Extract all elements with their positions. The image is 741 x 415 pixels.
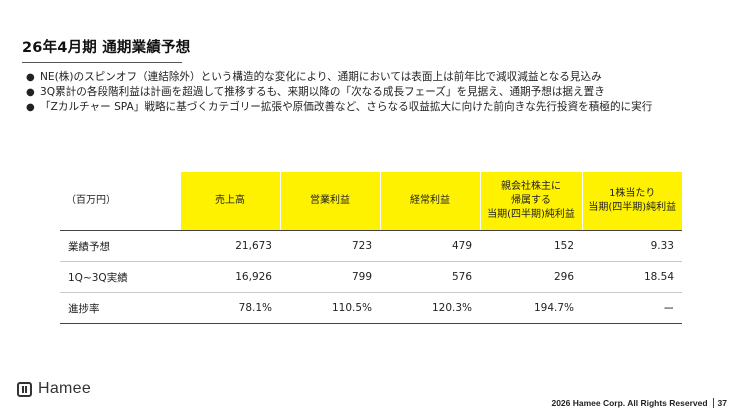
- hamee-logo-icon: [17, 381, 32, 397]
- footer-divider: [712, 398, 714, 408]
- bullet-text: NE(株)のスピンオフ（連結除外）という構造的な変化により、通期においては表面上…: [40, 71, 602, 83]
- forecast-table-container: （百万円） 売上高 営業利益 経常利益 親会社株主に 帰属する 当期(四半期)純…: [60, 172, 682, 324]
- bullet-marker: ●: [26, 87, 35, 98]
- page-number: 37: [717, 398, 727, 408]
- header-line: 売上高: [215, 195, 245, 206]
- table-cell: 110.5%: [280, 292, 380, 324]
- bullet-text: 「Zカルチャー SPA」戦略に基づくカテゴリー拡張や原価改善など、さらなる収益拡…: [40, 101, 653, 113]
- page-title: 26年4月期 通期業績予想: [22, 40, 191, 56]
- header-line: 帰属する: [511, 195, 551, 206]
- table-row: 進捗率 78.1% 110.5% 120.3% 194.7% ー: [60, 292, 682, 324]
- unit-label: （百万円）: [60, 172, 180, 231]
- bullet-item: ● 「Zカルチャー SPA」戦略に基づくカテゴリー拡張や原価改善など、さらなる収…: [26, 100, 652, 115]
- bullet-list: ● NE(株)のスピンオフ（連結除外）という構造的な変化により、通期においては表…: [26, 70, 652, 115]
- bullet-marker: ●: [26, 102, 35, 113]
- table-cell: 16,926: [180, 261, 280, 293]
- header-line: 当期(四半期)純利益: [487, 209, 575, 220]
- header-eps: 1株当たり 当期(四半期)純利益: [581, 172, 682, 231]
- header-net-income: 親会社株主に 帰属する 当期(四半期)純利益: [479, 172, 582, 231]
- table-cell: 479: [380, 230, 480, 262]
- table-cell: 21,673: [180, 230, 280, 262]
- bullet-item: ● 3Q累計の各段階利益は計画を超過して推移するも、来期以降の「次なる成長フェー…: [26, 85, 652, 100]
- forecast-table: （百万円） 売上高 営業利益 経常利益 親会社株主に 帰属する 当期(四半期)純…: [60, 172, 682, 324]
- header-net-sales: 売上高: [179, 172, 280, 231]
- table-cell: 9.33: [582, 230, 682, 262]
- table-cell: 799: [280, 261, 380, 293]
- table-cell: 723: [280, 230, 380, 262]
- table-cell: ー: [582, 292, 682, 324]
- table-cell: 296: [480, 261, 582, 293]
- bullet-text: 3Q累計の各段階利益は計画を超過して推移するも、来期以降の「次なる成長フェーズ」…: [40, 86, 605, 98]
- copyright-text: 2026 Hamee Corp. All Rights Reserved: [551, 398, 708, 408]
- header-operating-profit: 営業利益: [279, 172, 380, 231]
- header-line: 経常利益: [410, 195, 450, 206]
- table-cell: 194.7%: [480, 292, 582, 324]
- table-cell: 120.3%: [380, 292, 480, 324]
- row-label: 進捗率: [60, 292, 180, 324]
- table-cell: 78.1%: [180, 292, 280, 324]
- header-line: 1株当たり: [609, 188, 656, 199]
- table-cell: 152: [480, 230, 582, 262]
- title-underline: [22, 62, 182, 63]
- logo-text: Hamee: [38, 380, 92, 397]
- table-cell: 18.54: [582, 261, 682, 293]
- bullet-marker: ●: [26, 72, 35, 83]
- header-line: 親会社株主に: [501, 181, 561, 192]
- header-ordinary-profit: 経常利益: [379, 172, 480, 231]
- header-line: 営業利益: [310, 195, 350, 206]
- hamee-logo: Hamee: [17, 380, 91, 398]
- table-row: 業績予想 21,673 723 479 152 9.33: [60, 230, 682, 262]
- row-label: 1Q~3Q実績: [60, 261, 180, 293]
- table-row: 1Q~3Q実績 16,926 799 576 296 18.54: [60, 261, 682, 293]
- bullet-item: ● NE(株)のスピンオフ（連結除外）という構造的な変化により、通期においては表…: [26, 70, 652, 85]
- table-cell: 576: [380, 261, 480, 293]
- header-line: 当期(四半期)純利益: [588, 202, 677, 213]
- row-label: 業績予想: [60, 230, 180, 262]
- footer: 2026 Hamee Corp. All Rights Reserved 37: [551, 398, 727, 408]
- table-header-row: （百万円） 売上高 営業利益 経常利益 親会社株主に 帰属する 当期(四半期)純…: [60, 172, 682, 231]
